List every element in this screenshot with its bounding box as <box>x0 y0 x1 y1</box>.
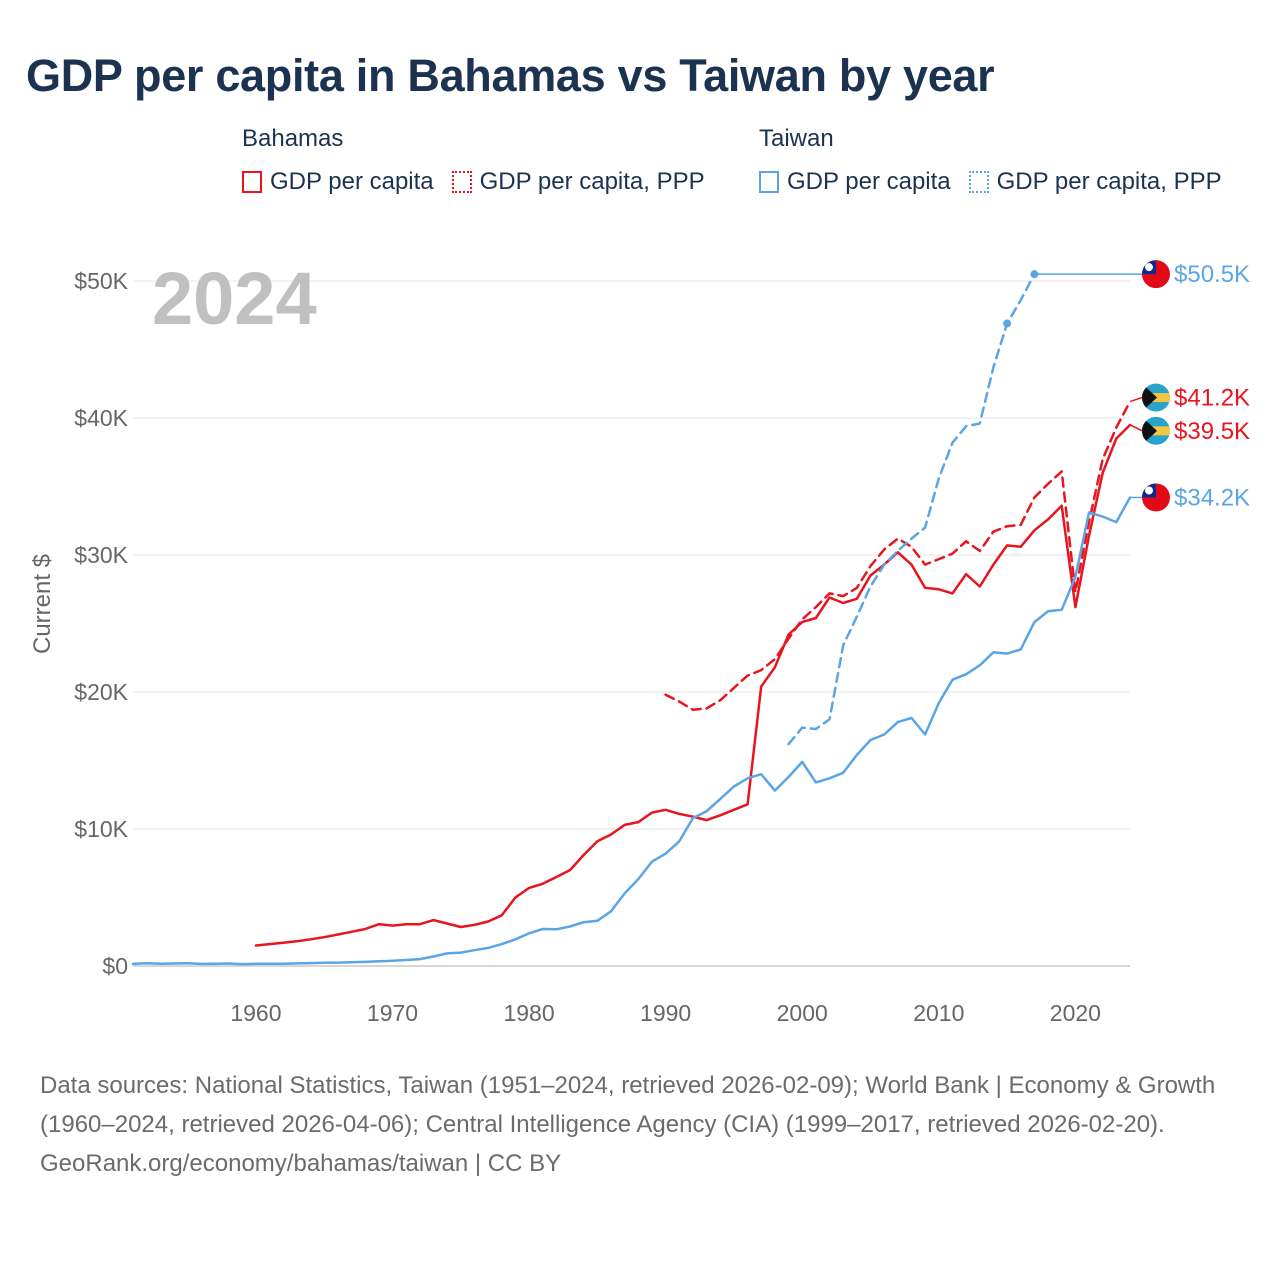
y-tick-label: $10K <box>74 816 128 842</box>
x-tick-label: 1990 <box>640 1000 691 1026</box>
series-end-label: $41.2K <box>1174 385 1250 412</box>
credit-link[interactable]: GeoRank.org/economy/bahamas/taiwan | CC … <box>40 1150 562 1177</box>
legend-group-taiwan: Taiwan GDP per capita GDP per capita, PP… <box>759 124 1240 196</box>
legend-item-taiwan-gdp[interactable]: GDP per capita <box>759 168 951 196</box>
x-tick-label: 2010 <box>913 1000 964 1026</box>
page-title: GDP per capita in Bahamas vs Taiwan by y… <box>26 50 995 101</box>
x-tick-label: 1960 <box>230 1000 281 1026</box>
x-tick-label: 2000 <box>777 1000 828 1026</box>
y-tick-label: $40K <box>74 405 128 431</box>
legend-item-label: GDP per capita <box>787 168 951 195</box>
series-line[interactable] <box>787 272 1036 746</box>
legend-swatch-dotted-blue <box>968 171 989 193</box>
series-line[interactable] <box>664 400 1132 712</box>
y-tick-label: $20K <box>74 679 128 705</box>
taiwan-flag-icon <box>1142 483 1170 512</box>
series-end-label: $34.2K <box>1174 484 1250 511</box>
series-end-label: $39.5K <box>1174 418 1250 445</box>
end-label-connector <box>1129 396 1143 403</box>
end-label-connector <box>1129 424 1143 432</box>
year-label: 2024 <box>152 257 317 340</box>
legend-item-taiwan-gdp-ppp[interactable]: GDP per capita, PPP <box>968 168 1222 196</box>
legend-item-label: GDP per capita <box>270 168 434 195</box>
bahamas-flag-icon <box>1142 383 1170 412</box>
y-axis-label: Current $ <box>29 554 56 654</box>
legend-item-label: GDP per capita, PPP <box>996 168 1222 195</box>
x-tick-label: 1980 <box>503 1000 554 1026</box>
legend-group-name: Bahamas <box>242 125 344 152</box>
legend-item-bahamas-gdp[interactable]: GDP per capita <box>242 168 434 196</box>
bahamas-flag-icon <box>1142 416 1170 445</box>
series-line[interactable] <box>254 423 1132 947</box>
series-end-label: $50.5K <box>1174 261 1250 288</box>
footer: Data sources: National Statistics, Taiwa… <box>40 1066 1240 1183</box>
legend-item-label: GDP per capita, PPP <box>479 168 705 195</box>
data-sources: Data sources: National Statistics, Taiwa… <box>40 1072 1216 1138</box>
legend-swatch-solid-red <box>242 171 262 193</box>
x-tick-label: 2020 <box>1050 1000 1101 1026</box>
data-point-marker[interactable] <box>1003 319 1012 328</box>
legend-swatch-solid-blue <box>759 171 779 193</box>
y-tick-label: $30K <box>74 542 128 568</box>
x-tick-label: 1970 <box>367 1000 418 1026</box>
legend-item-bahamas-gdp-ppp[interactable]: GDP per capita, PPP <box>451 168 705 196</box>
legend-swatch-dotted-red <box>451 171 472 193</box>
legend-group-name: Taiwan <box>759 125 834 152</box>
y-tick-label: $50K <box>74 268 128 294</box>
taiwan-flag-icon <box>1142 260 1170 289</box>
series-line[interactable] <box>131 496 1132 966</box>
legend-group-bahamas: Bahamas GDP per capita GDP per capita, P… <box>242 124 723 196</box>
y-tick-label: $0 <box>102 953 128 979</box>
